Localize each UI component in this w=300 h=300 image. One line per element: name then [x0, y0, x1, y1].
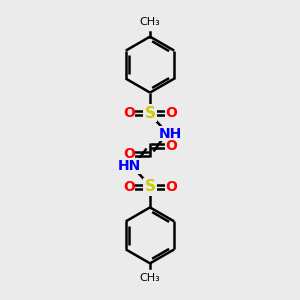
- Text: HN: HN: [118, 159, 141, 173]
- Text: NH: NH: [159, 127, 182, 141]
- Text: CH₃: CH₃: [140, 17, 160, 27]
- Text: CH₃: CH₃: [140, 273, 160, 283]
- Text: O: O: [123, 147, 135, 161]
- Text: S: S: [145, 179, 155, 194]
- Text: O: O: [165, 106, 177, 120]
- Text: O: O: [123, 106, 135, 120]
- Text: S: S: [145, 106, 155, 121]
- Text: O: O: [165, 139, 177, 153]
- Text: O: O: [165, 180, 177, 194]
- Text: O: O: [123, 180, 135, 194]
